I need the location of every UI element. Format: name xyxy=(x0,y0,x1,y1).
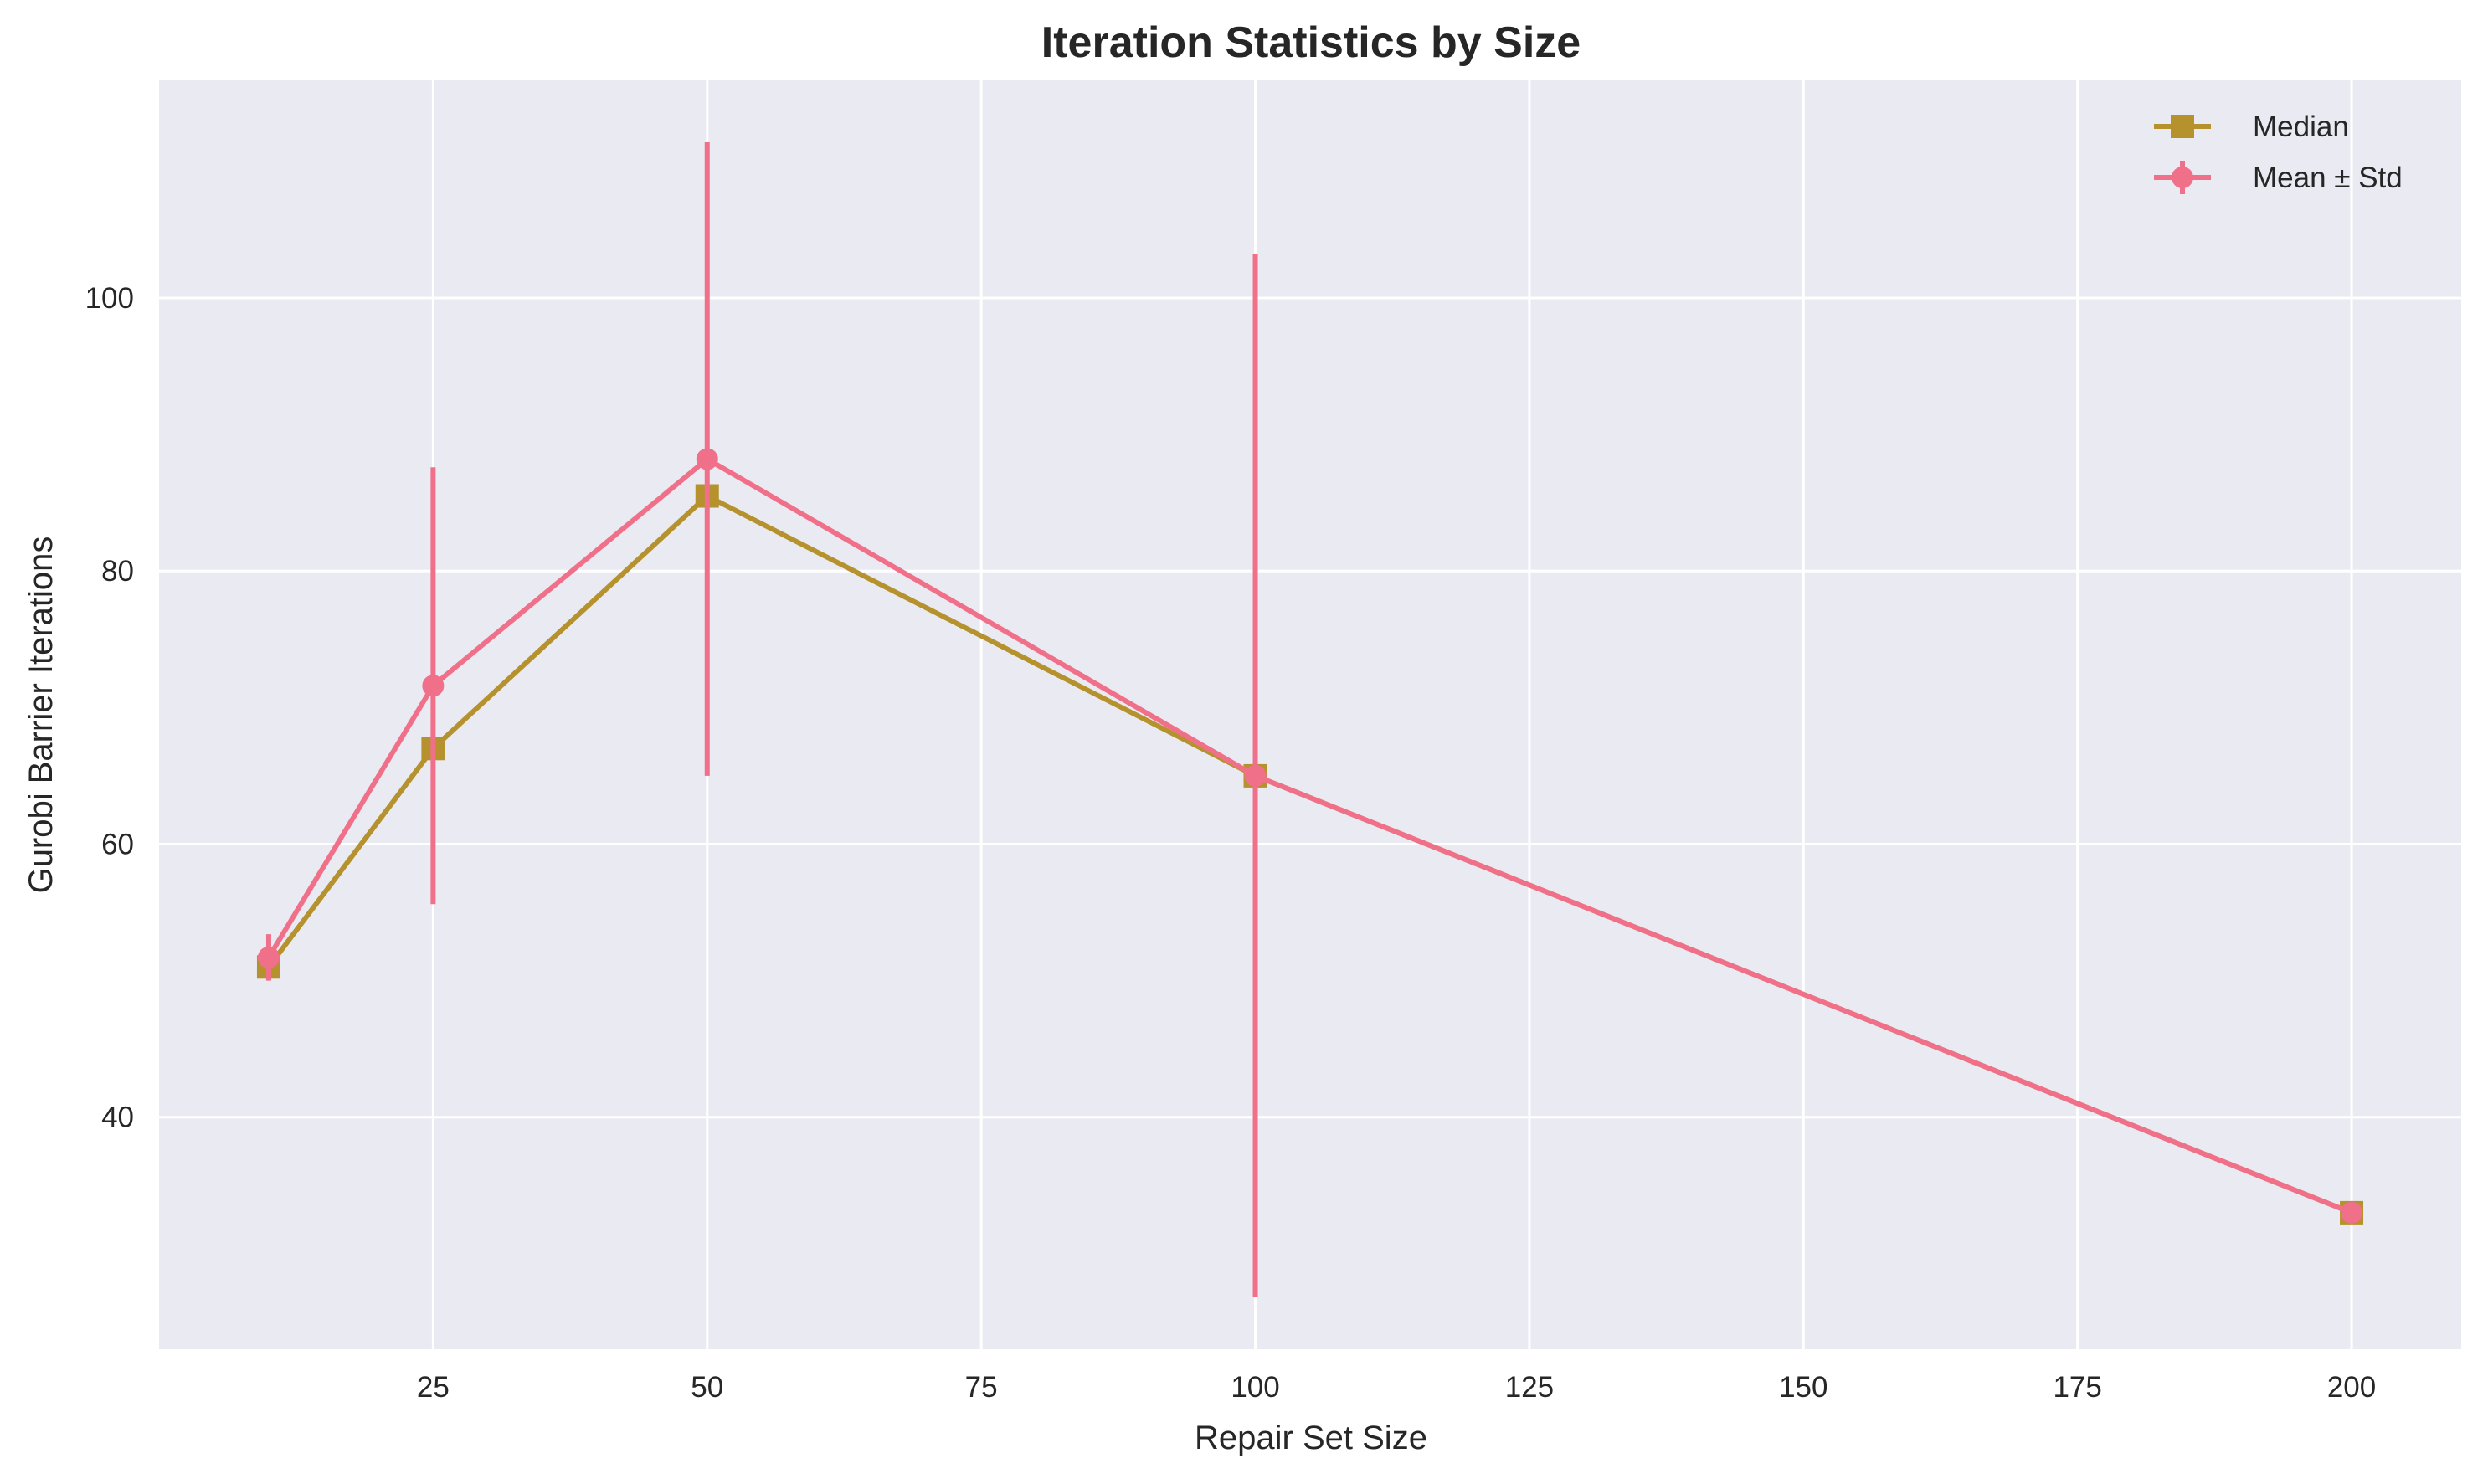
legend: Median Mean ± Std xyxy=(2154,110,2403,194)
legend-item: Mean ± Std xyxy=(2154,161,2403,194)
x-tick-label: 150 xyxy=(1779,1371,1827,1404)
x-tick-label: 50 xyxy=(691,1371,723,1404)
x-tick-label: 175 xyxy=(2053,1371,2101,1404)
y-tick-label: 60 xyxy=(101,828,134,860)
data-point xyxy=(696,448,718,470)
grid xyxy=(159,80,2461,1349)
data-point xyxy=(2341,1201,2363,1224)
y-tick-label: 80 xyxy=(101,555,134,588)
chart-title: Iteration Statistics by Size xyxy=(1041,18,1581,67)
series-layer xyxy=(256,142,2364,1298)
x-tick-label: 25 xyxy=(417,1371,450,1404)
legend-item: Median xyxy=(2154,110,2349,143)
x-tick-label: 75 xyxy=(965,1371,998,1404)
data-point xyxy=(422,675,445,697)
x-tick-label: 200 xyxy=(2327,1371,2376,1404)
plot-area xyxy=(159,80,2461,1349)
tick-labels: 25 50 75 100 125 150 175 200 40 60 80 100 xyxy=(85,282,2377,1404)
y-axis-label: Gurobi Barrier Iterations xyxy=(23,537,59,894)
x-tick-label: 125 xyxy=(1505,1371,1554,1404)
legend-marker xyxy=(2171,115,2194,138)
y-tick-label: 100 xyxy=(85,282,134,315)
legend-label: Mean ± Std xyxy=(2253,162,2403,194)
series-1 xyxy=(257,142,2363,1298)
legend-marker xyxy=(2172,167,2193,188)
data-point xyxy=(1244,764,1267,787)
data-point xyxy=(257,946,280,968)
legend-label: Median xyxy=(2253,110,2349,143)
x-tick-label: 100 xyxy=(1231,1371,1279,1404)
x-axis-label: Repair Set Size xyxy=(1195,1420,1427,1456)
y-tick-label: 40 xyxy=(101,1101,134,1134)
